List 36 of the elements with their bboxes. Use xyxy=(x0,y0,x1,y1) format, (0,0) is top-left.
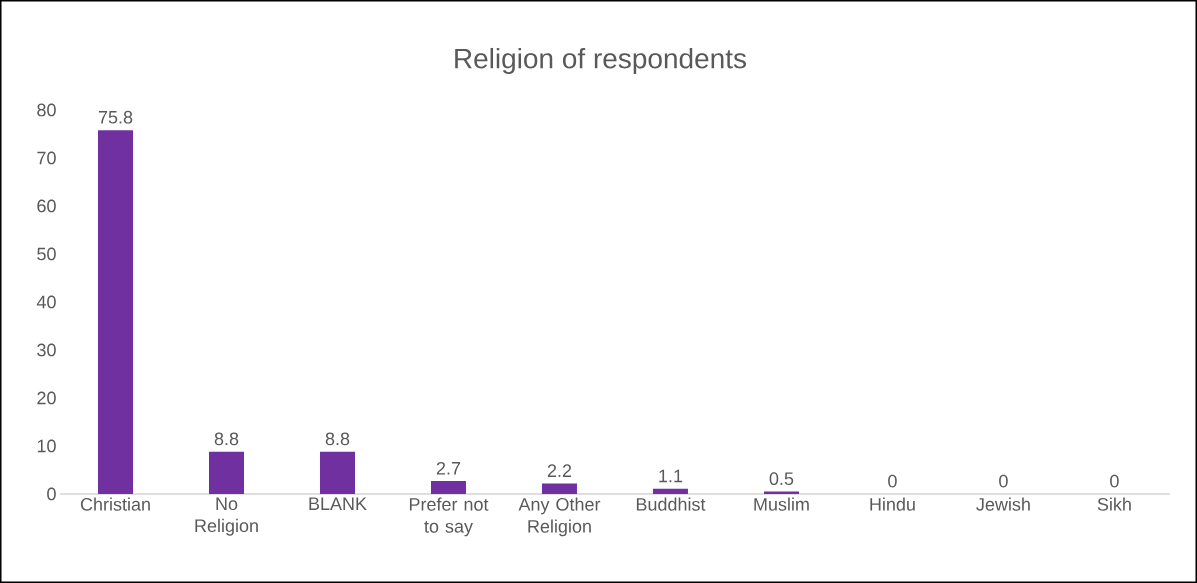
data-label: 8.8 xyxy=(214,432,239,446)
data-label: 0 xyxy=(999,474,1008,488)
x-tick-label: BLANK xyxy=(309,497,367,510)
y-tick-label: 20 xyxy=(37,391,56,405)
chart-title: Religion of respondents xyxy=(455,47,746,75)
x-tick-label: Hindu xyxy=(870,497,915,511)
data-label: 8.8 xyxy=(325,432,350,446)
data-label: 75.8 xyxy=(98,110,133,124)
x-tick-label: Muslim xyxy=(754,497,809,511)
y-tick-label: 0 xyxy=(47,487,56,501)
x-tick-label: Buddhist xyxy=(636,497,706,511)
data-label: 0 xyxy=(888,474,897,488)
x-tick-label: Sikh xyxy=(1097,497,1131,511)
y-tick-label: 10 xyxy=(37,439,56,453)
y-tick-label: 50 xyxy=(37,247,56,261)
data-label: 0 xyxy=(1110,474,1119,488)
y-tick-label: 70 xyxy=(37,151,56,165)
data-label: 1.1 xyxy=(659,469,683,483)
y-tick-label: 80 xyxy=(37,103,56,117)
data-label: 2.7 xyxy=(436,461,461,475)
y-tick-label: 40 xyxy=(36,295,56,309)
bar xyxy=(430,481,466,494)
bar xyxy=(541,483,577,494)
bar xyxy=(98,130,134,494)
x-tick-label: Prefer not to say xyxy=(409,497,489,537)
data-label: 0.5 xyxy=(769,472,794,486)
x-tick-label: Any Other Religion xyxy=(518,497,601,537)
x-tick-label: Jewish xyxy=(976,497,1030,511)
x-tick-label: No Religion xyxy=(195,497,258,536)
bar xyxy=(209,451,244,494)
y-tick-label: 30 xyxy=(37,343,56,357)
bar xyxy=(652,488,688,494)
x-tick-label: Christian xyxy=(80,497,150,511)
data-label: 2.2 xyxy=(547,464,572,477)
bar xyxy=(319,451,355,494)
y-tick-label: 60 xyxy=(37,199,56,213)
